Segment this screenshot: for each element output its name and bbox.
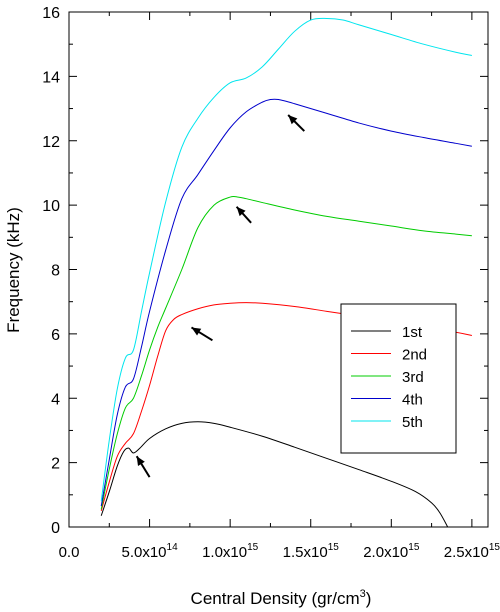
y-axis-label: Frequency (kHz)	[4, 207, 23, 333]
y-tick-label: 8	[51, 263, 60, 280]
x-tick-label: 2.5x1015	[444, 542, 500, 561]
legend-box	[340, 303, 457, 454]
legend-label: 1st	[402, 324, 423, 341]
legend-label: 5th	[402, 414, 423, 431]
y-tick-label: 12	[42, 134, 60, 151]
x-tick-label: 1.0x1015	[202, 542, 259, 561]
arrow-1	[135, 455, 151, 478]
x-tick-label: 2.0x1015	[363, 542, 420, 561]
annotation-arrows	[135, 114, 305, 478]
x-tick-label: 1.5x1015	[283, 542, 340, 561]
series-line-5	[100, 17, 472, 502]
x-tick-label: 5.0x1014	[121, 542, 178, 561]
y-tick-label: 14	[42, 69, 60, 86]
arrow-3	[235, 206, 252, 224]
legend: 1st 2nd 3rd 4th 5th	[340, 303, 457, 454]
arrow-head	[236, 206, 246, 217]
y-tick-labels: 0 2 4 6 8 10 12 14 16	[42, 5, 60, 537]
arrow-head	[288, 115, 298, 125]
arrow-head	[191, 327, 202, 336]
y-tick-label: 4	[51, 391, 60, 408]
y-tick-label: 2	[51, 456, 60, 473]
legend-label: 3rd	[402, 369, 424, 386]
series-line-1	[100, 421, 449, 528]
arrow-head	[136, 456, 145, 466]
x-tick-labels: 0.0 5.0x1014 1.0x1015 1.5x1015 2.0x1015 2.5x1…	[59, 542, 500, 561]
legend-label: 4th	[402, 392, 423, 409]
series-line-3	[100, 195, 472, 510]
axis-ticks	[68, 11, 488, 528]
series-line-4	[100, 98, 472, 507]
arrow-4	[287, 114, 305, 132]
arrow-2	[190, 326, 213, 342]
y-tick-label: 10	[42, 198, 60, 215]
x-tick-label: 0.0	[59, 544, 80, 561]
y-tick-label: 16	[42, 5, 60, 22]
x-axis-label: Central Density (gr/cm3)	[191, 588, 372, 608]
y-tick-label: 0	[51, 520, 60, 537]
legend-label: 2nd	[402, 347, 427, 364]
y-tick-label: 6	[51, 327, 60, 344]
